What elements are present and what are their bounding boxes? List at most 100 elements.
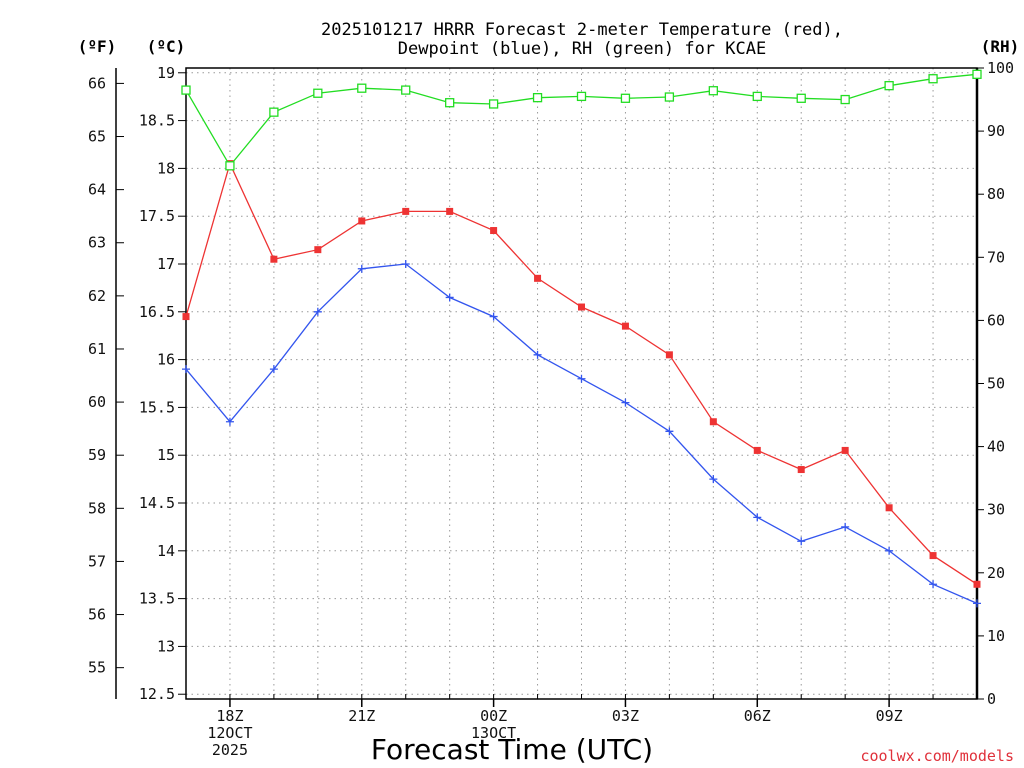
dewpoint-point bbox=[313, 307, 322, 316]
rh-point bbox=[840, 94, 850, 105]
time-tick-label: 12OCT bbox=[207, 724, 252, 742]
rh-tick-label: 50 bbox=[987, 375, 1005, 393]
rh-point bbox=[357, 83, 367, 93]
dewpoint-point bbox=[621, 398, 630, 407]
rh-point bbox=[796, 93, 806, 103]
rh-tick-label: 0 bbox=[987, 690, 996, 708]
temperature-point bbox=[973, 580, 981, 588]
celsius-tick-label: 14.5 bbox=[139, 494, 175, 512]
rh-point bbox=[708, 86, 718, 96]
rh-unit-label: (RH) bbox=[981, 37, 1020, 56]
temperature-point bbox=[358, 217, 366, 225]
temperature-point bbox=[929, 552, 937, 560]
dewpoint-point bbox=[797, 537, 806, 546]
temperature-point bbox=[797, 466, 805, 474]
dewpoint-point bbox=[489, 312, 498, 321]
rh-series bbox=[181, 69, 982, 171]
celsius-tick-label: 18 bbox=[157, 159, 175, 177]
rh-tick-label: 70 bbox=[987, 248, 1005, 266]
dewpoint-point bbox=[357, 264, 366, 273]
fahrenheit-tick-label: 60 bbox=[88, 393, 106, 411]
rh-point bbox=[313, 88, 323, 98]
rh-tick-label: 30 bbox=[987, 501, 1005, 519]
dewpoint-point bbox=[709, 475, 718, 484]
rh-point bbox=[752, 91, 762, 102]
dewpoint-point bbox=[445, 293, 454, 302]
fahrenheit-tick-label: 62 bbox=[88, 287, 106, 305]
time-tick-label: 03Z bbox=[612, 707, 639, 725]
rh-point bbox=[269, 107, 279, 117]
dewpoint-point bbox=[665, 427, 674, 436]
rh-point bbox=[488, 99, 499, 109]
rh-point bbox=[181, 85, 191, 95]
temperature-point bbox=[446, 207, 454, 215]
fahrenheit-unit-label: (ºF) bbox=[78, 37, 117, 56]
fahrenheit-axis-ticks: 55 56 57 58 59 60 61 62 63 64 65 66 bbox=[88, 74, 124, 677]
temperature-point bbox=[402, 207, 410, 215]
temperature-point bbox=[578, 303, 585, 311]
celsius-unit-label: (ºC) bbox=[147, 37, 186, 56]
rh-point bbox=[884, 81, 894, 91]
celsius-tick-label: 17.5 bbox=[139, 207, 175, 225]
celsius-tick-label: 15 bbox=[157, 446, 175, 464]
rh-tick-label: 40 bbox=[987, 438, 1005, 456]
fahrenheit-tick-label: 63 bbox=[88, 234, 106, 252]
dewpoint-point bbox=[885, 546, 894, 555]
rh-point bbox=[576, 91, 587, 102]
rh-point bbox=[532, 93, 543, 103]
fahrenheit-tick-label: 65 bbox=[88, 128, 106, 146]
dewpoint-point bbox=[929, 580, 938, 589]
celsius-tick-label: 19 bbox=[157, 64, 175, 82]
x-axis-label: Forecast Time (UTC) bbox=[371, 733, 653, 766]
fahrenheit-tick-label: 56 bbox=[88, 606, 106, 624]
fahrenheit-tick-label: 66 bbox=[88, 74, 106, 92]
rh-tick-label: 90 bbox=[987, 122, 1005, 140]
temperature-point bbox=[314, 246, 322, 254]
chart-title-line-2: Dewpoint (blue), RH (green) for KCAE bbox=[398, 39, 766, 59]
dewpoint-series bbox=[182, 259, 981, 608]
celsius-tick-label: 14 bbox=[157, 542, 175, 560]
fahrenheit-tick-label: 57 bbox=[88, 552, 106, 570]
chart-title-line-1: 2025101217 HRRR Forecast 2-meter Tempera… bbox=[321, 20, 843, 40]
fahrenheit-tick-label: 64 bbox=[88, 181, 106, 199]
temperature-point bbox=[753, 446, 761, 454]
dewpoint-point bbox=[973, 599, 981, 608]
rh-tick-label: 10 bbox=[987, 627, 1005, 645]
chart-title: 2025101217 HRRR Forecast 2-meter Tempera… bbox=[321, 20, 843, 59]
rh-axis-ticks: 0 10 20 30 40 50 60 70 80 90 100 bbox=[977, 59, 1014, 708]
axes bbox=[115, 67, 979, 700]
dewpoint-point bbox=[269, 365, 278, 374]
time-tick-label: 13OCT bbox=[471, 724, 516, 742]
celsius-tick-label: 17 bbox=[157, 255, 175, 273]
rh-point bbox=[445, 98, 455, 108]
rh-point bbox=[401, 85, 411, 95]
rh-tick-label: 60 bbox=[987, 311, 1005, 329]
dewpoint-point bbox=[182, 365, 190, 374]
fahrenheit-tick-label: 59 bbox=[88, 446, 106, 464]
dewpoint-point bbox=[225, 417, 234, 426]
temperature-point bbox=[885, 504, 893, 512]
temperature-point bbox=[270, 255, 278, 263]
celsius-tick-label: 12.5 bbox=[139, 685, 175, 703]
celsius-tick-label: 16 bbox=[157, 351, 175, 369]
rh-line bbox=[185, 73, 978, 167]
temperature-series bbox=[182, 160, 981, 588]
temperature-point bbox=[841, 446, 849, 454]
celsius-tick-label: 13.5 bbox=[139, 590, 175, 608]
time-tick-label: 00Z bbox=[480, 707, 507, 725]
grid-lines bbox=[185, 68, 978, 699]
rh-tick-label: 80 bbox=[987, 185, 1005, 203]
celsius-tick-label: 16.5 bbox=[139, 303, 175, 321]
time-tick-label: 21Z bbox=[348, 707, 375, 725]
celsius-tick-label: 18.5 bbox=[139, 112, 175, 130]
rh-tick-label: 100 bbox=[987, 59, 1014, 77]
time-tick-label: 2025 bbox=[212, 741, 248, 759]
time-tick-label: 18Z bbox=[216, 707, 243, 725]
celsius-axis-ticks: 12.5 13 13.5 14 14.5 15 15.5 16 16.5 17 17.5 18 18.5… bbox=[139, 64, 186, 703]
rh-point bbox=[664, 92, 675, 102]
fahrenheit-tick-label: 55 bbox=[88, 659, 106, 677]
temperature-line bbox=[185, 161, 978, 585]
dewpoint-point bbox=[753, 513, 762, 522]
rh-point bbox=[928, 74, 938, 84]
